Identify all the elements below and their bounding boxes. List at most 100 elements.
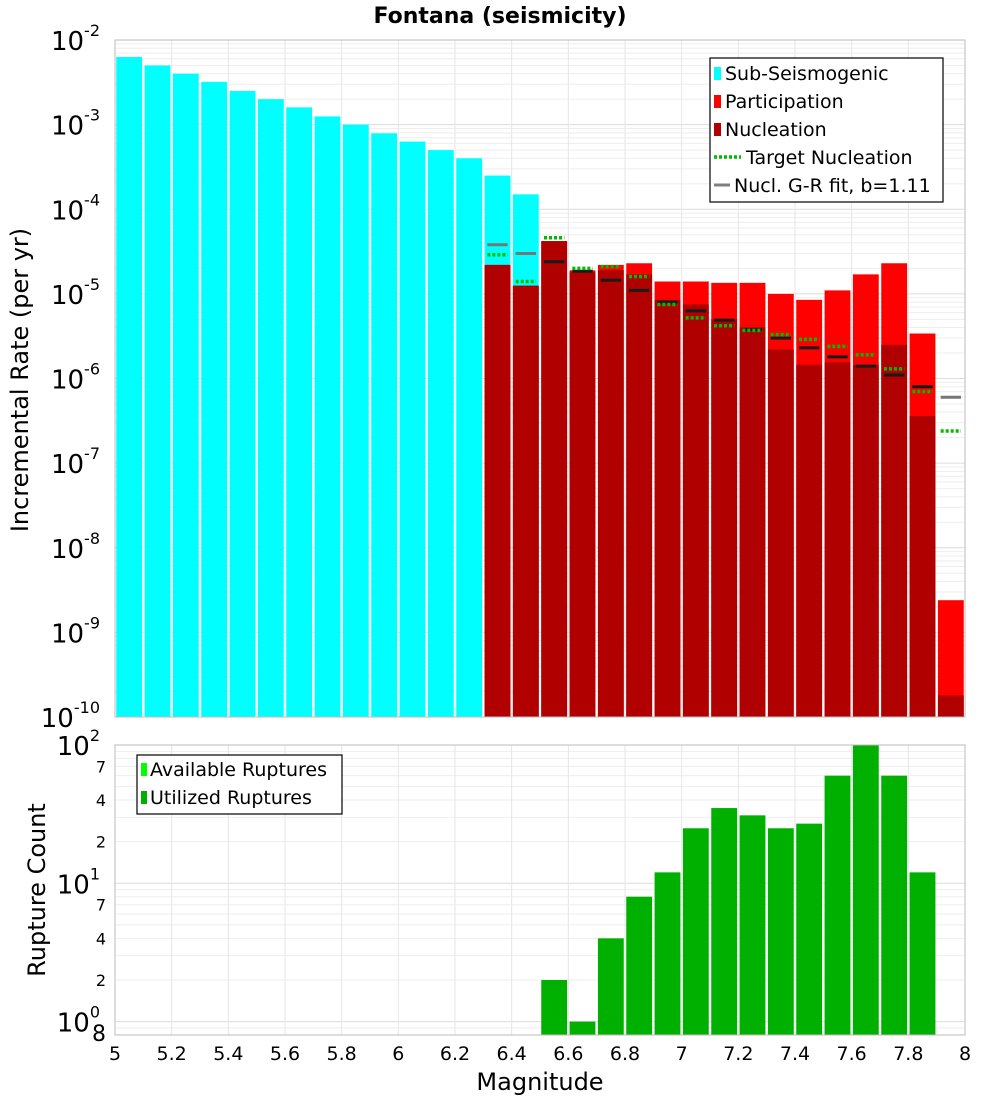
utilized-ruptures-bar <box>852 745 879 1035</box>
x-tick-label: 6.4 <box>497 1043 527 1065</box>
utilized-ruptures-bar <box>541 979 568 1035</box>
nucleation-bar <box>484 264 511 717</box>
top-bars <box>116 56 964 718</box>
bottom-y-tick-base: 10 <box>57 732 90 762</box>
top-y-tick-label: 10-5 <box>51 275 100 311</box>
sub-seismogenic-bar <box>229 90 256 717</box>
x-tick-label: 5.4 <box>213 1043 243 1065</box>
sub-seismogenic-bar <box>257 99 284 718</box>
nucleation-bar <box>512 285 539 717</box>
top-legend-box <box>709 57 944 203</box>
top-fit-lines <box>487 236 961 433</box>
nucleation-bar <box>739 327 766 717</box>
top-y-tick-label: 10-2 <box>51 21 100 57</box>
top-y-ticks: 10-210-310-410-510-610-710-810-910-10 <box>41 21 100 734</box>
x-axis-label: Magnitude <box>476 1068 603 1096</box>
top-y-tick-base: 10 <box>51 450 84 480</box>
top-y-tick-label: 10-9 <box>51 613 100 649</box>
bottom-plot-border <box>114 744 966 1036</box>
nucleation-bar <box>541 241 568 718</box>
top-y-tick-base: 10 <box>51 366 84 396</box>
utilized-ruptures-bar <box>881 775 908 1035</box>
legend-label-gr-fit: Nucl. G-R fit, b=1.11 <box>734 175 931 197</box>
legend-label-sub-seismogenic: Sub-Seismogenic <box>725 63 889 85</box>
nucleation-bar <box>796 364 823 717</box>
nucleation-bar <box>824 362 851 717</box>
utilized-ruptures-bar <box>796 823 823 1035</box>
chart-title: Fontana (seismicity) <box>373 4 626 29</box>
legend-swatch-participation <box>714 95 721 108</box>
bottom-y-minor-tick-label: 2 <box>96 833 106 852</box>
utilized-ruptures-bar <box>767 828 794 1035</box>
x-tick-label: 5.8 <box>327 1043 357 1065</box>
x-tick-label: 5.2 <box>157 1043 187 1065</box>
nucleation-bar <box>626 274 653 717</box>
sub-seismogenic-bar <box>201 81 228 717</box>
legend-swatch-utilized-ruptures <box>141 791 147 804</box>
nucleation-bar <box>597 270 624 717</box>
nucleation-bar <box>682 304 709 717</box>
top-y-tick-base: 10 <box>51 619 84 649</box>
x-tick-label: 7.4 <box>780 1043 810 1065</box>
x-tick-label: 6.6 <box>553 1043 583 1065</box>
utilized-ruptures-bar <box>711 808 738 1035</box>
bottom-y-minor-tick-label: 7 <box>96 757 106 776</box>
legend-label-target-nucleation: Target Nucleation <box>745 147 913 169</box>
top-y-axis-label: Incremental Rate (per yr) <box>6 228 34 532</box>
bottom-y-minor-tick-label: 4 <box>96 791 106 810</box>
bottom-y-tick-exponent: 1 <box>90 864 100 883</box>
top-y-tick-exponent: -8 <box>84 529 100 548</box>
top-y-tick-base: 10 <box>51 281 84 311</box>
top-y-tick-label: 10-8 <box>51 529 100 565</box>
bottom-y-minor-tick-label: 7 <box>96 896 106 915</box>
x-tick-label: 6.8 <box>610 1043 640 1065</box>
top-y-tick-label: 10-7 <box>51 444 100 480</box>
nucleation-bar <box>909 416 936 717</box>
legend-label-available-ruptures: Available Ruptures <box>150 759 327 781</box>
bottom-y-tick-exponent: 2 <box>90 726 100 745</box>
top-y-tick-label: 10-6 <box>51 360 100 396</box>
bottom-legend: Available Ruptures Utilized Ruptures <box>136 754 343 815</box>
x-tick-label: 8 <box>959 1043 971 1065</box>
top-y-tick-exponent: -4 <box>84 190 100 209</box>
legend-label-nucleation: Nucleation <box>725 119 827 141</box>
legend-label-utilized-ruptures: Utilized Ruptures <box>150 787 312 809</box>
x-tick-label: 7.2 <box>723 1043 753 1065</box>
top-y-tick-exponent: -9 <box>84 613 100 632</box>
x-tick-label: 7 <box>676 1043 688 1065</box>
utilized-ruptures-bar <box>909 872 936 1035</box>
sub-seismogenic-bar <box>399 141 426 717</box>
top-plot-border <box>114 39 966 718</box>
bottom-y-axis-label: Rupture Count <box>23 803 51 977</box>
sub-seismogenic-bar <box>427 150 454 717</box>
x-tick-label: 6.2 <box>440 1043 470 1065</box>
sub-seismogenic-bar <box>116 56 143 717</box>
sub-seismogenic-bar <box>314 116 341 717</box>
utilized-ruptures-bar <box>626 896 653 1035</box>
top-legend: Sub-Seismogenic Participation Nucleation… <box>709 57 944 203</box>
nucleation-bar <box>654 299 681 717</box>
utilized-ruptures-bar <box>739 815 766 1035</box>
utilized-ruptures-bar <box>654 872 681 1035</box>
nucleation-bar <box>767 349 794 717</box>
top-y-tick-base: 10 <box>51 196 84 226</box>
sub-seismogenic-bar <box>144 65 171 717</box>
legend-label-participation: Participation <box>725 91 844 113</box>
top-plot: 10-210-310-410-510-610-710-810-910-10 In… <box>6 21 966 734</box>
bottom-legend-box <box>136 754 343 815</box>
top-gridlines <box>114 40 966 718</box>
nucleation-bar <box>711 319 738 717</box>
bottom-bars <box>541 745 936 1035</box>
top-y-tick-exponent: -10 <box>74 698 100 717</box>
top-y-tick-label: 10-10 <box>41 698 100 734</box>
sub-seismogenic-bar <box>172 73 199 718</box>
x-tick-label: 5 <box>109 1043 121 1065</box>
bottom-x-ticks: 5 5.2 5.4 5.6 5.8 6 6.2 6.4 6.6 6.8 7 7.2 7.4 7.6 7.8 8 <box>109 1043 971 1065</box>
x-tick-label: 5.6 <box>270 1043 300 1065</box>
top-y-tick-exponent: -7 <box>84 444 100 463</box>
top-y-tick-base: 10 <box>41 704 74 734</box>
